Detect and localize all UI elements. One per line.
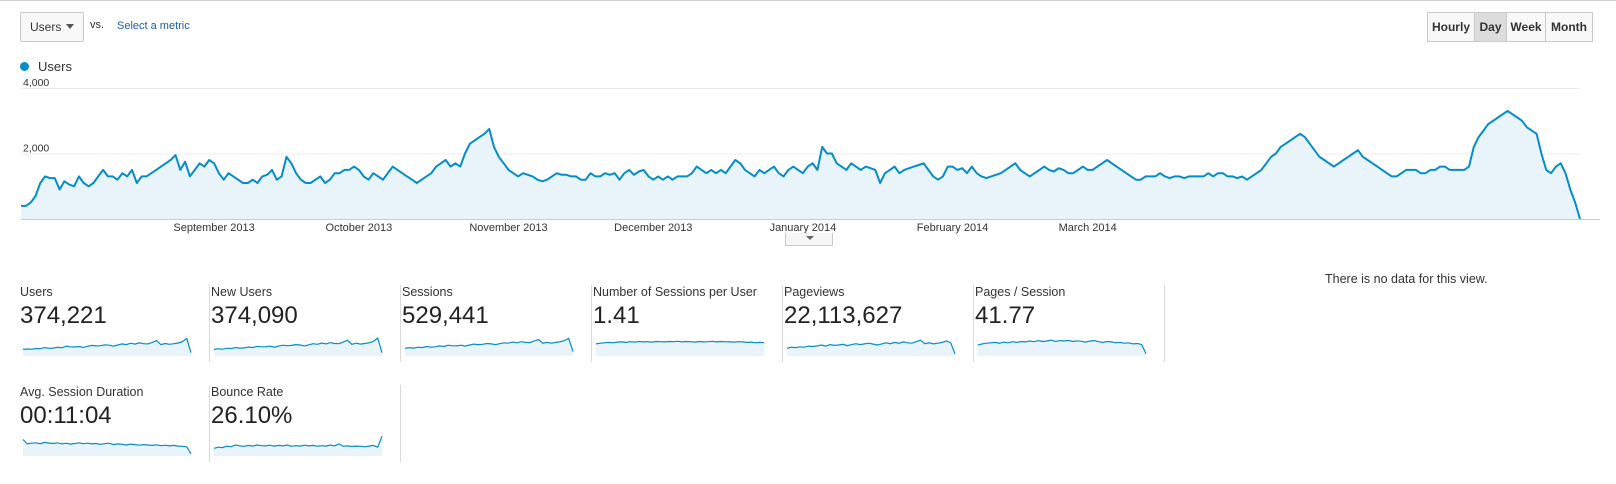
scorecard-label: Bounce Rate <box>211 385 284 399</box>
scorecard-label: Sessions <box>402 285 453 299</box>
month-button[interactable]: Month <box>1545 12 1593 42</box>
scorecard-new-users[interactable]: New Users 374,090 <box>211 285 401 365</box>
sparkline-line <box>595 340 765 345</box>
x-tick-label: February 2014 <box>917 222 989 234</box>
scorecard-label: Number of Sessions per User <box>593 285 757 299</box>
sparkline-area <box>23 439 191 456</box>
scorecard-value: 00:11:04 <box>20 402 112 429</box>
sparkline-line <box>213 336 383 353</box>
x-tick-label: January 2014 <box>770 222 837 234</box>
scorecard-sparkline <box>22 439 192 456</box>
scorecard-value: 374,090 <box>211 302 298 329</box>
sparkline-area <box>978 340 1146 356</box>
day-button[interactable]: Day <box>1474 12 1507 42</box>
scorecard-pages-session[interactable]: Pages / Session 41.77 <box>975 285 1165 365</box>
scorecard-label: Users <box>20 285 53 299</box>
chevron-down-icon <box>66 24 74 29</box>
select-metric-link[interactable]: Select a metric <box>117 20 190 32</box>
time-range-toggle: Hourly Day Week Month <box>1427 12 1593 42</box>
legend-dot-icon <box>20 62 29 71</box>
scorecard-sparkline <box>404 337 574 356</box>
sparkline-area <box>787 340 955 356</box>
hourly-button[interactable]: Hourly <box>1427 12 1475 42</box>
sparkline-line <box>213 435 383 449</box>
no-data-message: There is no data for this view. <box>1325 272 1488 286</box>
sparkline-area <box>23 338 191 356</box>
scorecard-divider <box>591 285 592 362</box>
scorecard-divider <box>400 285 401 362</box>
users-series-area <box>21 110 1580 219</box>
users-series-line <box>21 109 1581 220</box>
x-tick-label: October 2013 <box>326 222 393 234</box>
sparkline-line <box>22 337 192 353</box>
scorecard-label: Avg. Session Duration <box>20 385 144 399</box>
scorecard-divider <box>782 285 783 362</box>
scorecard-users[interactable]: Users 374,221 <box>20 285 210 365</box>
scorecard-divider <box>1164 285 1165 362</box>
scorecard-label: Pageviews <box>784 285 845 299</box>
sparkline-line <box>977 339 1147 355</box>
week-button[interactable]: Week <box>1506 12 1546 42</box>
sparkline-area <box>596 341 764 356</box>
legend-series-label: Users <box>38 59 72 74</box>
users-line-chart[interactable]: 2,000 4,000 September 2013 October 2013 Nove… <box>0 77 1616 237</box>
scorecard-sparkline <box>213 435 383 456</box>
sparkline-line <box>22 439 192 455</box>
scorecard-number-of-sessions-per-user[interactable]: Number of Sessions per User 1.41 <box>593 285 783 365</box>
scorecard-label: Pages / Session <box>975 285 1066 299</box>
x-tick-label: September 2013 <box>173 222 254 234</box>
y-tick-label: 2,000 <box>23 143 49 155</box>
chart-collapse-handle[interactable] <box>785 233 833 246</box>
scorecard-divider <box>209 385 210 462</box>
chevron-down-icon <box>806 236 814 240</box>
scorecard-sparkline <box>595 340 765 356</box>
sparkline-line <box>786 339 956 355</box>
metric-selector-dropdown[interactable]: Users <box>20 12 84 42</box>
scorecard-value: 26.10% <box>211 402 293 429</box>
scorecard-sparkline <box>977 339 1147 356</box>
scorecard-label: New Users <box>211 285 273 299</box>
scorecard-avg-session-duration[interactable]: Avg. Session Duration 00:11:04 <box>20 385 210 465</box>
sparkline-area <box>214 338 382 356</box>
scorecard-divider <box>400 385 401 462</box>
scorecard-pageviews[interactable]: Pageviews 22,113,627 <box>784 285 974 365</box>
y-tick-label: 4,000 <box>23 77 49 89</box>
scorecard-sparkline <box>213 336 383 356</box>
metric-selector-value: Users <box>30 20 62 34</box>
scorecard-sparkline <box>786 339 956 356</box>
scorecard-value: 1.41 <box>593 302 640 329</box>
scorecard-value: 22,113,627 <box>784 302 903 329</box>
x-tick-label: December 2013 <box>614 222 692 234</box>
scorecard-divider <box>973 285 974 362</box>
scorecard-value: 374,221 <box>20 302 107 329</box>
scorecard-value: 41.77 <box>975 302 1036 329</box>
scorecard-sessions[interactable]: Sessions 529,441 <box>402 285 592 365</box>
sparkline-line <box>404 337 574 352</box>
scorecard-bounce-rate[interactable]: Bounce Rate 26.10% <box>211 385 401 465</box>
scorecard-divider <box>209 285 210 362</box>
chart-legend[interactable]: Users <box>20 59 72 74</box>
vs-label: vs. <box>90 19 105 31</box>
x-tick-label: November 2013 <box>469 222 547 234</box>
scorecard-value: 529,441 <box>402 302 489 329</box>
x-tick-label: March 2014 <box>1059 222 1117 234</box>
scorecard-sparkline <box>22 337 192 356</box>
